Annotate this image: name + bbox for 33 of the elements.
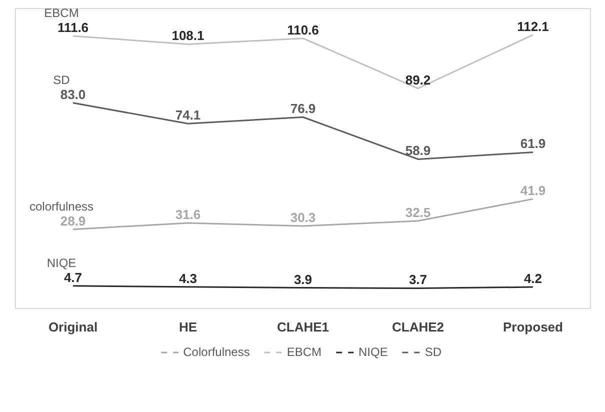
legend-label: Colorfulness — [183, 345, 250, 359]
data-label: 31.6 — [175, 207, 201, 222]
data-label: 111.6 — [57, 20, 89, 36]
annotation: NIQE — [46, 256, 76, 270]
data-label: 76.9 — [290, 101, 316, 116]
data-label: 83.0 — [60, 86, 86, 102]
text: EBCM — [44, 6, 79, 20]
data-label: 89.2 — [405, 72, 431, 88]
x-tick-label: HE — [178, 320, 198, 334]
x-tick-label: CLAHE1 — [276, 320, 330, 334]
data-label: 28.9 — [60, 213, 86, 228]
data-label: 58.9 — [405, 143, 431, 158]
data-label: 112.1 — [517, 18, 549, 34]
data-label: 108.1 — [172, 28, 204, 44]
annotation: SD — [53, 72, 70, 87]
x-tick-label: Proposed — [503, 320, 564, 334]
data-label: 4.3 — [178, 270, 198, 286]
legend-label: SD — [424, 345, 443, 359]
data-label: 30.3 — [290, 210, 316, 226]
data-label: 3.9 — [294, 272, 312, 287]
data-label: 110.6 — [287, 22, 319, 38]
legend-label: NIQE — [358, 345, 388, 359]
data-label: 74.1 — [175, 108, 201, 123]
data-label: 4.7 — [64, 270, 82, 285]
data-label: 32.5 — [405, 204, 431, 220]
data-label: 4.2 — [524, 271, 542, 286]
x-tick-label: CLAHE2 — [392, 320, 444, 334]
data-label: 41.9 — [520, 182, 546, 198]
annotation: colorfulness — [29, 199, 94, 214]
data-label: 61.9 — [520, 136, 546, 152]
legend-label: EBCM — [286, 345, 322, 359]
x-tick-label: Original — [48, 320, 98, 334]
data-label: 3.7 — [408, 272, 428, 288]
